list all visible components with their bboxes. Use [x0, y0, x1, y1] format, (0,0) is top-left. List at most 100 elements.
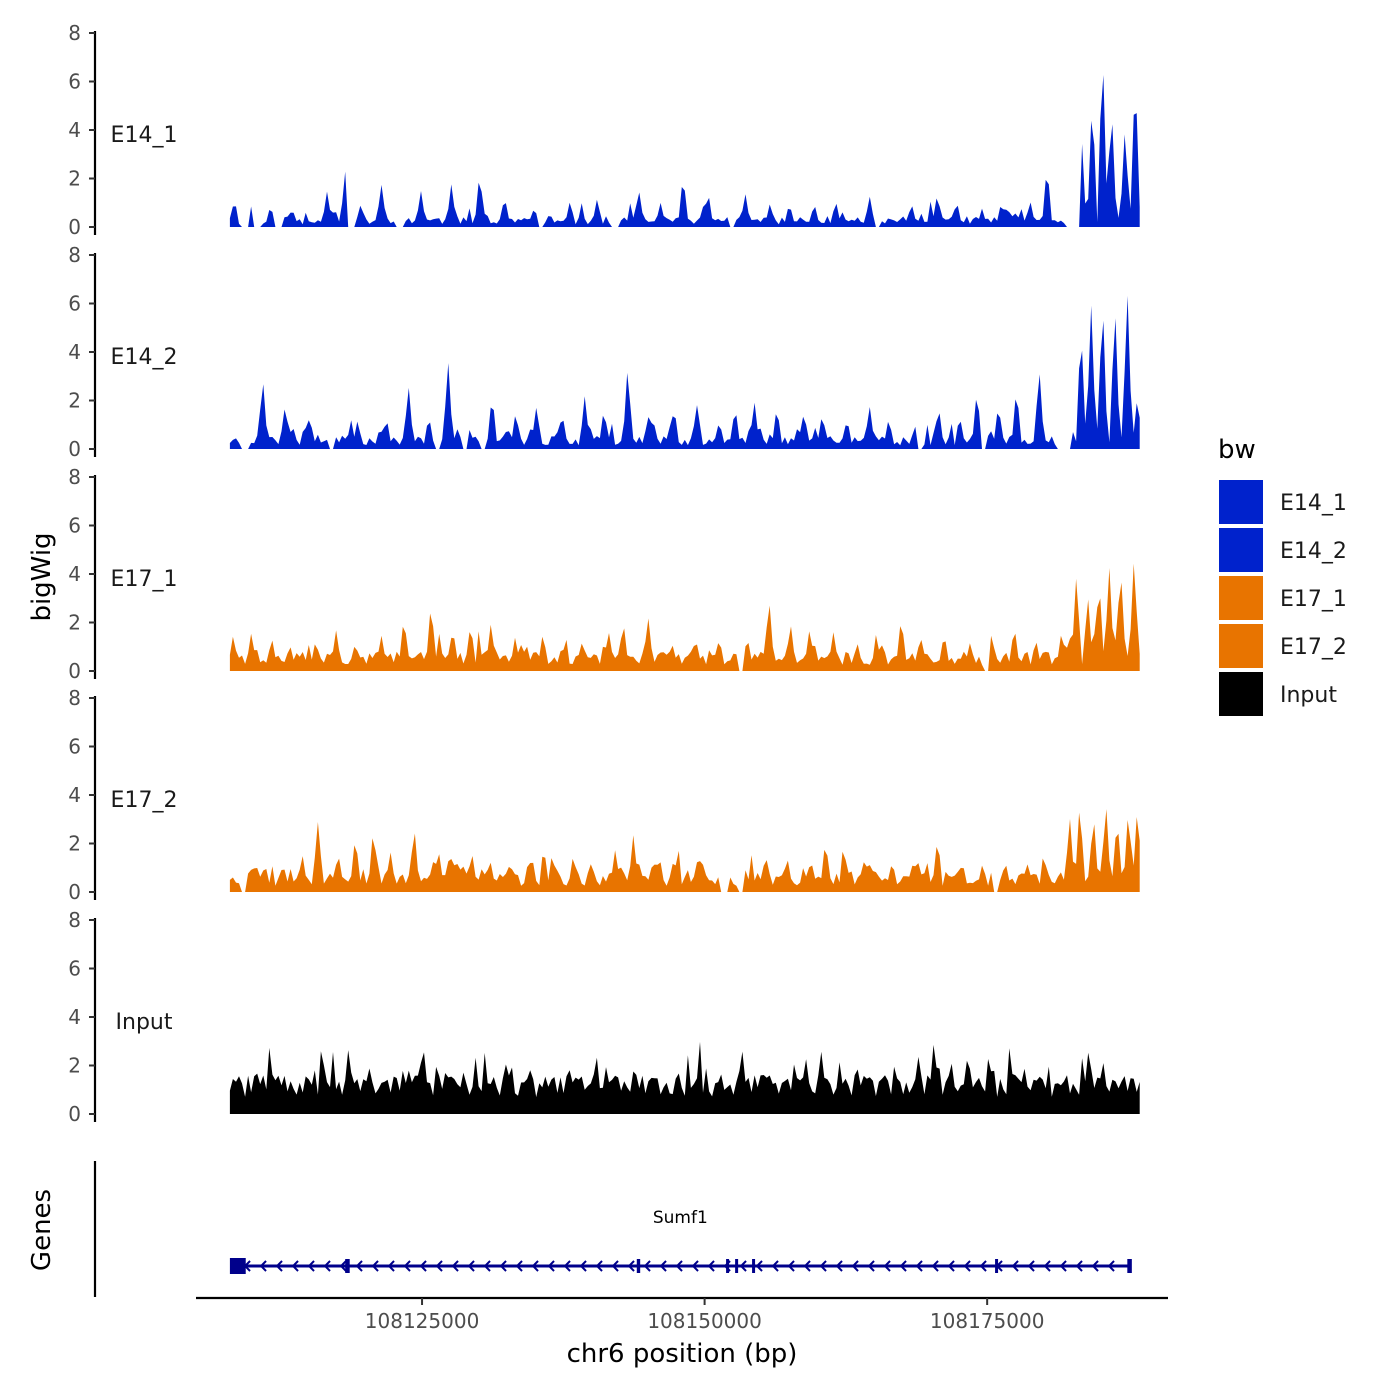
legend-title: bw	[1218, 435, 1256, 465]
y-tick-label: 2	[68, 611, 81, 635]
strand-arrow	[579, 1260, 587, 1272]
y-tick-label: 2	[68, 167, 81, 191]
strand-arrow	[947, 1260, 955, 1272]
strand-arrow	[659, 1260, 667, 1272]
strand-arrow	[483, 1260, 491, 1272]
strand-arrow	[643, 1260, 651, 1272]
strand-arrow	[387, 1260, 395, 1272]
strand-arrow	[931, 1260, 939, 1272]
legend-swatch-e17-2	[1217, 622, 1265, 670]
strand-arrow	[851, 1260, 859, 1272]
gene-exon	[735, 1259, 739, 1273]
strand-arrow	[691, 1260, 699, 1272]
strand-arrow	[1091, 1260, 1099, 1272]
strand-arrow	[435, 1260, 443, 1272]
y-tick-label: 0	[68, 659, 81, 683]
legend-label: Input	[1280, 683, 1337, 708]
y-tick-label: 8	[68, 686, 81, 710]
strand-arrow	[419, 1260, 427, 1272]
gene-name: Sumf1	[653, 1208, 708, 1228]
signal-area	[229, 1041, 1140, 1114]
y-tick-label: 4	[68, 118, 81, 142]
gene-exon	[636, 1259, 641, 1273]
gene-exon	[726, 1259, 730, 1273]
track-e14-1: 0 2 4 6 8 E14_1	[68, 21, 1140, 239]
strand-arrow	[739, 1260, 747, 1272]
strand-arrow	[771, 1260, 779, 1272]
y-tick-label: 0	[68, 880, 81, 904]
track-e17-1: 0 2 4 6 8 E17_1	[68, 465, 1140, 683]
gene-exon	[752, 1259, 756, 1273]
gene-exon	[1127, 1259, 1132, 1273]
x-tick-label: 108150000	[647, 1309, 762, 1333]
legend-label: E17_2	[1280, 635, 1347, 660]
strand-arrow	[883, 1260, 891, 1272]
y-tick-label: 2	[68, 389, 81, 413]
gene-exon	[995, 1259, 999, 1273]
y-tick-label: 2	[68, 1054, 81, 1078]
strand-arrow	[547, 1260, 555, 1272]
gene-exon	[229, 1258, 246, 1274]
strand-arrow	[515, 1260, 523, 1272]
strand-arrow	[339, 1260, 347, 1272]
track-label: E17_2	[111, 788, 178, 813]
tracks-layer: 0 2 4 6 8 E14_1 0 2 4 6 8 E14_2 0 2 4 6 8 E17_1 0 2 4 6 8 E17_2…	[68, 21, 1140, 1126]
strand-arrow	[819, 1260, 827, 1272]
y-tick-label: 6	[68, 514, 81, 538]
legend-label: E14_2	[1280, 539, 1347, 564]
strand-arrow	[1075, 1260, 1083, 1272]
legend-swatch-input	[1217, 670, 1265, 718]
y-tick-label: 2	[68, 832, 81, 856]
strand-arrow	[867, 1260, 875, 1272]
genes-panel-title: Genes	[27, 1189, 57, 1271]
strand-arrow	[707, 1260, 715, 1272]
strand-arrow	[499, 1260, 507, 1272]
x-axis: 108125000 108150000 108175000	[196, 1296, 1168, 1333]
strand-arrow	[467, 1260, 475, 1272]
strand-arrow	[291, 1260, 299, 1272]
signal-area	[229, 809, 1140, 892]
legend-swatch-e14-2	[1217, 526, 1265, 574]
signal-area	[229, 563, 1140, 671]
strand-arrow	[275, 1260, 283, 1272]
legend-label: E14_1	[1280, 491, 1347, 516]
strand-arrow	[803, 1260, 811, 1272]
strand-arrow	[595, 1260, 603, 1272]
strand-arrow	[755, 1260, 763, 1272]
strand-arrow	[371, 1260, 379, 1272]
x-tick-label: 108175000	[930, 1309, 1045, 1333]
strand-arrow	[259, 1260, 267, 1272]
y-tick-label: 4	[68, 783, 81, 807]
track-label: Input	[116, 1010, 173, 1035]
strand-arrow	[899, 1260, 907, 1272]
strand-arrow	[323, 1260, 331, 1272]
y-tick-label: 6	[68, 292, 81, 316]
strand-arrow	[627, 1260, 635, 1272]
legend-swatch-e17-1	[1217, 574, 1265, 622]
y-tick-label: 8	[68, 243, 81, 267]
track-label: E14_2	[111, 345, 178, 370]
gene-exon	[345, 1259, 350, 1273]
strand-arrow	[1059, 1260, 1067, 1272]
strand-arrow	[1043, 1260, 1051, 1272]
strand-arrow	[563, 1260, 571, 1272]
strand-arrow	[979, 1260, 987, 1272]
gene-sumf1: Sumf1	[229, 1208, 1132, 1274]
strand-arrow	[915, 1260, 923, 1272]
strand-arrow	[403, 1260, 411, 1272]
strand-arrow	[1107, 1260, 1115, 1272]
strand-arrow	[307, 1260, 315, 1272]
y-tick-label: 8	[68, 21, 81, 45]
x-axis-title: chr6 position (bp)	[567, 1339, 798, 1369]
legend-swatch-e14-1	[1217, 478, 1265, 526]
strand-arrow	[835, 1260, 843, 1272]
strand-arrow	[531, 1260, 539, 1272]
y-tick-label: 0	[68, 215, 81, 239]
signal-area	[229, 295, 1140, 449]
y-tick-label: 8	[68, 908, 81, 932]
track-e17-2: 0 2 4 6 8 E17_2	[68, 686, 1140, 904]
gene-panel: Sumf1	[93, 1161, 1132, 1297]
strand-arrow	[1011, 1260, 1019, 1272]
y-tick-label: 6	[68, 735, 81, 759]
